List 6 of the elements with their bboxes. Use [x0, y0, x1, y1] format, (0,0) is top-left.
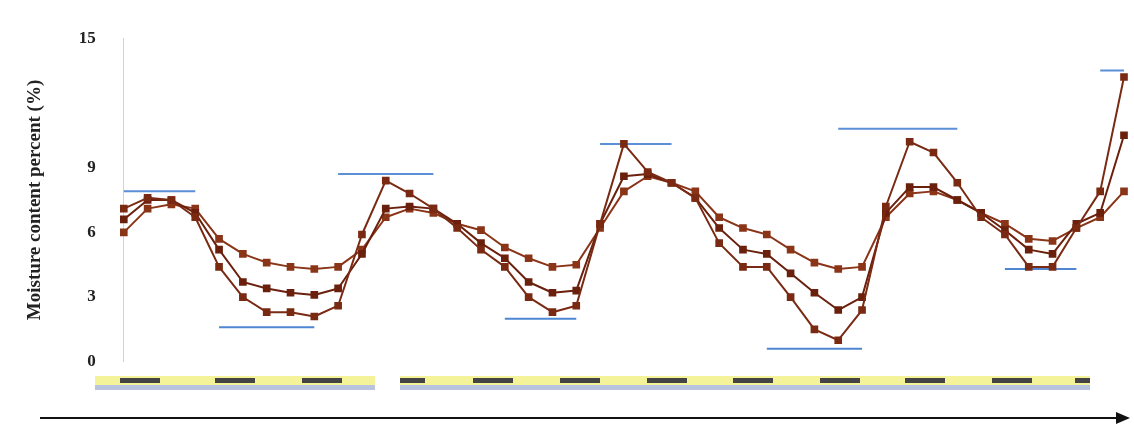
y-tick-label: 0 — [87, 351, 96, 371]
y-tick-label: 6 — [87, 221, 96, 241]
y-axis-title: Moisture content percent (%) — [23, 79, 46, 321]
y-tick-label: 9 — [87, 157, 96, 177]
y-tick-label: 3 — [87, 286, 96, 306]
y-tick-label: 15 — [78, 27, 96, 47]
